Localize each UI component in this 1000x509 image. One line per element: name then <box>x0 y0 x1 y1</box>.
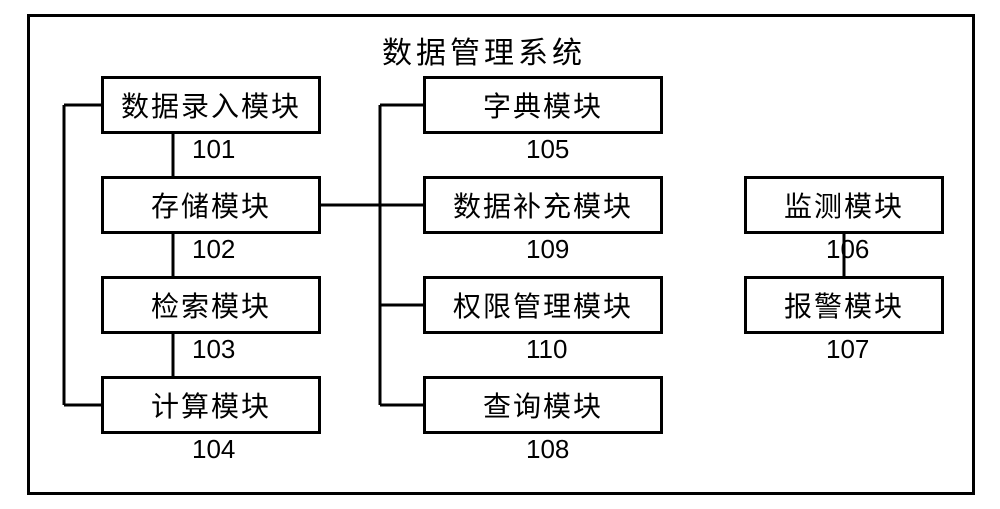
diagram-title: 数据管理系统 <box>382 28 586 72</box>
node-storage: 存储模块 <box>101 176 321 234</box>
node-num-109: 109 <box>526 234 569 265</box>
node-label: 字典模块 <box>483 85 603 125</box>
node-num-106: 106 <box>826 234 869 265</box>
node-label: 权限管理模块 <box>453 285 633 325</box>
node-num-110: 110 <box>526 334 567 365</box>
node-num-103: 103 <box>192 334 235 365</box>
node-num-107: 107 <box>826 334 869 365</box>
node-permission: 权限管理模块 <box>423 276 663 334</box>
node-query: 查询模块 <box>423 376 663 434</box>
node-compute: 计算模块 <box>101 376 321 434</box>
node-label: 数据补充模块 <box>453 185 633 225</box>
node-label: 存储模块 <box>151 185 271 225</box>
node-num-104: 104 <box>192 434 235 465</box>
node-alarm: 报警模块 <box>744 276 944 334</box>
node-num-105: 105 <box>526 134 569 165</box>
node-data-supplement: 数据补充模块 <box>423 176 663 234</box>
node-num-101: 101 <box>192 134 235 165</box>
node-num-102: 102 <box>192 234 235 265</box>
node-data-entry: 数据录入模块 <box>101 76 321 134</box>
node-label: 查询模块 <box>483 385 603 425</box>
node-retrieval: 检索模块 <box>101 276 321 334</box>
node-label: 监测模块 <box>784 185 904 225</box>
node-label: 计算模块 <box>151 385 271 425</box>
node-label: 检索模块 <box>151 285 271 325</box>
node-num-108: 108 <box>526 434 569 465</box>
node-label: 报警模块 <box>784 285 904 325</box>
diagram-stage: 数据管理系统 数据录入模块 101 存储模块 102 检索模块 103 计算模块… <box>0 0 1000 509</box>
node-dictionary: 字典模块 <box>423 76 663 134</box>
node-label: 数据录入模块 <box>121 85 301 125</box>
node-monitor: 监测模块 <box>744 176 944 234</box>
